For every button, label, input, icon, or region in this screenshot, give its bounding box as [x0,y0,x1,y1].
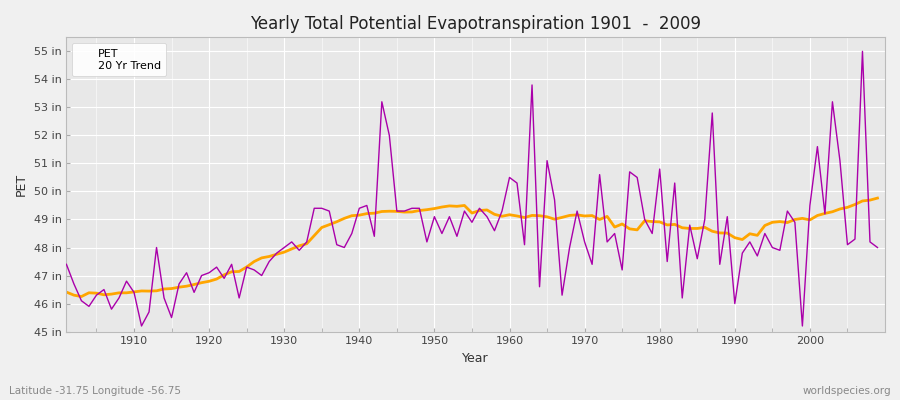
20 Yr Trend [511,214,522,218]
Text: worldspecies.org: worldspecies.org [803,386,891,396]
20 Yr Trend [504,212,515,217]
Title: Yearly Total Potential Evapotranspiration 1901  -  2009: Yearly Total Potential Evapotranspiratio… [250,15,701,33]
PET [293,248,304,253]
PET [872,245,883,250]
20 Yr Trend [602,214,613,219]
20 Yr Trend [61,290,72,294]
Y-axis label: PET: PET [15,173,28,196]
Legend: PET, 20 Yr Trend: PET, 20 Yr Trend [72,43,166,76]
PET [136,324,147,328]
20 Yr Trend [76,294,86,299]
PET [61,262,72,267]
PET [857,49,868,54]
20 Yr Trend [293,244,304,248]
PET [504,175,515,180]
PET [122,279,132,284]
PET [602,240,613,244]
X-axis label: Year: Year [463,352,489,365]
20 Yr Trend [339,216,350,221]
20 Yr Trend [872,196,883,200]
Text: Latitude -31.75 Longitude -56.75: Latitude -31.75 Longitude -56.75 [9,386,181,396]
PET [511,181,522,186]
PET [339,245,350,250]
Line: 20 Yr Trend: 20 Yr Trend [67,198,878,296]
Line: PET: PET [67,51,878,326]
20 Yr Trend [129,290,140,294]
